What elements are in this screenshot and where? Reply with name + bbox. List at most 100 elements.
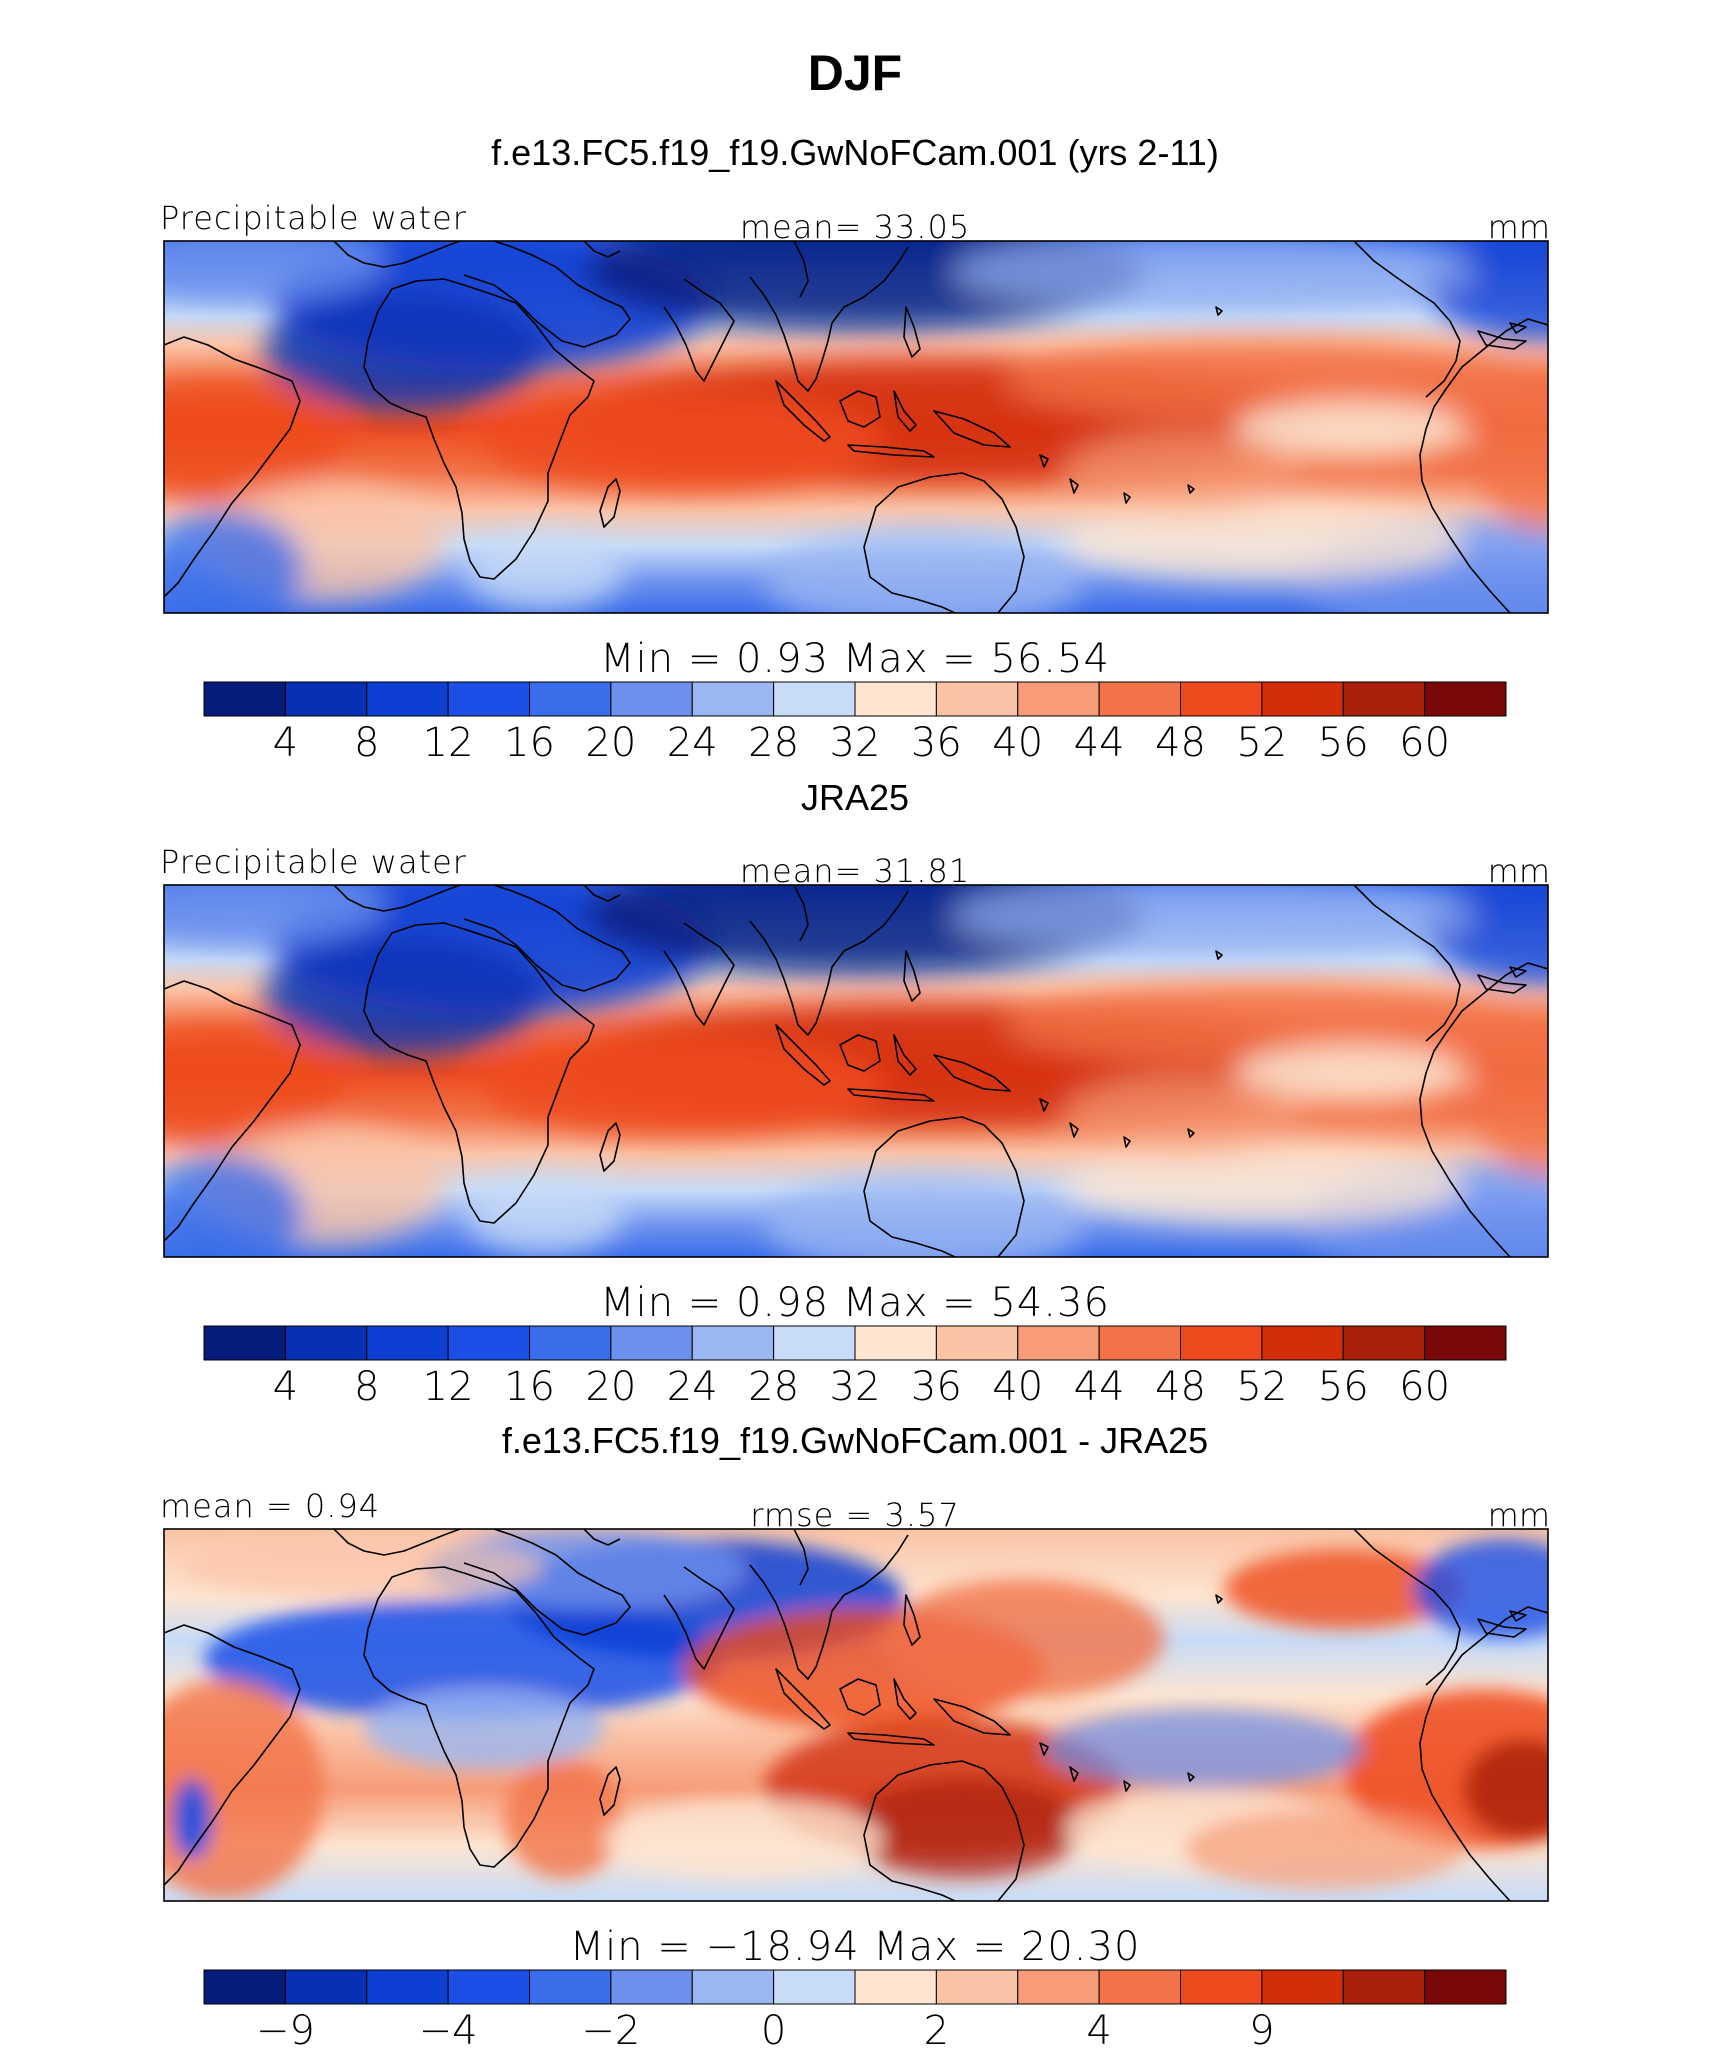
colorbar-swatch [610, 1969, 693, 2005]
colorbar-tick-label: 0 [761, 2008, 786, 2048]
colorbar-tick-label: 4 [273, 720, 298, 766]
panel-subtitle: f.e13.FC5.f19_f19.GwNoFCam.001 - JRA25 [502, 1420, 1208, 1461]
colorbar-swatch [854, 681, 937, 717]
panel-units-label: mm [1488, 208, 1550, 246]
panel-subtitle: f.e13.FC5.f19_f19.GwNoFCam.001 (yrs 2-11… [491, 132, 1219, 173]
colorbar-tick-label: 44 [1074, 1364, 1125, 1410]
colorbar-tick-label: 52 [1236, 720, 1287, 766]
colorbar-tick-label: 48 [1155, 720, 1206, 766]
colorbar-tick-label: 52 [1236, 1364, 1287, 1410]
colorbar-swatch [1342, 681, 1426, 717]
colorbar-swatch [773, 1325, 856, 1361]
colorbar-tick-label: 4 [1086, 2008, 1111, 2048]
colorbar-tick-label: 60 [1399, 1364, 1450, 1410]
colorbar-swatch [1342, 1969, 1426, 2005]
colorbar-swatch [203, 681, 286, 717]
colorbar-swatch [854, 1325, 937, 1361]
colorbar-swatch [773, 681, 856, 717]
panel-subtitle: JRA25 [801, 777, 909, 818]
colorbar-swatch [935, 681, 1019, 717]
colorbar-tick-label: 12 [423, 720, 474, 766]
panel-diff: f.e13.FC5.f19_f19.GwNoFCam.001 - JRA25 me… [160, 1420, 1550, 2048]
colorbar-tick-label: 24 [667, 720, 718, 766]
colorbar-swatch [610, 1325, 693, 1361]
panel-left-label: mean = 0.94 [160, 1487, 380, 1525]
colorbar-tick-label: 28 [748, 1364, 799, 1410]
colorbar-swatch [935, 1969, 1019, 2005]
colorbar-swatch [529, 681, 612, 717]
colorbar-swatch [1424, 1969, 1507, 2005]
map-field [164, 1529, 1548, 1901]
panel-center-label: rmse = 3.57 [750, 1496, 960, 1534]
map-field [164, 241, 1548, 613]
colorbar-tick-label: 28 [748, 720, 799, 766]
colorbar-tick-label: 36 [911, 1364, 962, 1410]
colorbar-tick-label: 12 [423, 1364, 474, 1410]
colorbar-swatch [691, 1969, 775, 2005]
colorbar: −9 −4 −2 0 2 4 9 [203, 1969, 1507, 2048]
colorbar-swatch [366, 1325, 449, 1361]
colorbar-tick-label: 20 [585, 720, 636, 766]
colorbar-tick-label: 20 [585, 1364, 636, 1410]
colorbar-swatch [935, 1325, 1019, 1361]
colorbar-tick-label: 8 [354, 720, 379, 766]
colorbar-swatch [447, 1969, 530, 2005]
colorbar-tick-label: −4 [419, 2008, 478, 2048]
colorbar-tick-label: −9 [256, 2008, 315, 2048]
colorbar-swatch [1017, 1325, 1100, 1361]
colorbar-swatch [1261, 1969, 1344, 2005]
colorbar-tick-label: 16 [504, 720, 555, 766]
panel-left-label: Precipitable water [160, 843, 467, 881]
colorbar-swatch [366, 1969, 449, 2005]
colorbar-tick-label: 40 [992, 720, 1043, 766]
colorbar-swatch [447, 1325, 530, 1361]
colorbar-tick-label: −2 [581, 2008, 640, 2048]
panel-min-max: Min = −18.94 Max = 20.30 [570, 1924, 1141, 1970]
colorbar-tick-label: 8 [354, 1364, 379, 1410]
colorbar-tick-label: 2 [924, 2008, 949, 2048]
colorbar-swatch [447, 681, 530, 717]
colorbar-swatch [1098, 681, 1181, 717]
colorbar-swatch [284, 681, 368, 717]
colorbar-swatch [1098, 1325, 1181, 1361]
colorbar-tick-label: 44 [1074, 720, 1125, 766]
colorbar-swatch [691, 681, 775, 717]
colorbar-swatch [854, 1969, 937, 2005]
colorbar-tick-label: 4 [273, 1364, 298, 1410]
colorbar-swatch [1017, 1969, 1100, 2005]
colorbar-tick-label: 32 [830, 720, 881, 766]
colorbar-swatch [366, 681, 449, 717]
colorbar-swatch [1424, 681, 1507, 717]
colorbar: 4 8 12 16 20 24 28 32 36 40 44 48 52 56 60 [203, 1325, 1507, 1410]
colorbar-tick-label: 16 [504, 1364, 555, 1410]
colorbar-swatch [691, 1325, 775, 1361]
colorbar-swatch [1424, 1325, 1507, 1361]
colorbar-swatch [203, 1325, 286, 1361]
colorbar-tick-label: 36 [911, 720, 962, 766]
colorbar-tick-label: 24 [667, 1364, 718, 1410]
panel-center-label: mean= 33.05 [740, 208, 970, 246]
colorbar-tick-label: 32 [830, 1364, 881, 1410]
panel-left-label: Precipitable water [160, 199, 467, 237]
panel-min-max: Min = 0.93 Max = 56.54 [600, 636, 1110, 682]
colorbar-swatch [529, 1969, 612, 2005]
colorbar-swatch [1098, 1969, 1181, 2005]
panel-center-label: mean= 31.81 [740, 852, 970, 890]
colorbar-swatch [1017, 681, 1100, 717]
colorbar-swatch [773, 1969, 856, 2005]
colorbar-swatch [1261, 681, 1344, 717]
colorbar-tick-label: 9 [1249, 2008, 1274, 2048]
colorbar-swatch [284, 1325, 368, 1361]
figure-title: DJF [808, 45, 902, 101]
panel-obs: JRA25 Precipitable water mean= 31.81 mm Min … [160, 777, 1550, 1410]
colorbar-tick-label: 48 [1155, 1364, 1206, 1410]
colorbar-swatch [284, 1969, 368, 2005]
map-field [164, 885, 1548, 1257]
colorbar-tick-label: 56 [1318, 720, 1369, 766]
colorbar-swatch [1261, 1325, 1344, 1361]
colorbar-tick-label: 40 [992, 1364, 1043, 1410]
colorbar-swatch [203, 1969, 286, 2005]
panel-units-label: mm [1488, 1496, 1550, 1534]
